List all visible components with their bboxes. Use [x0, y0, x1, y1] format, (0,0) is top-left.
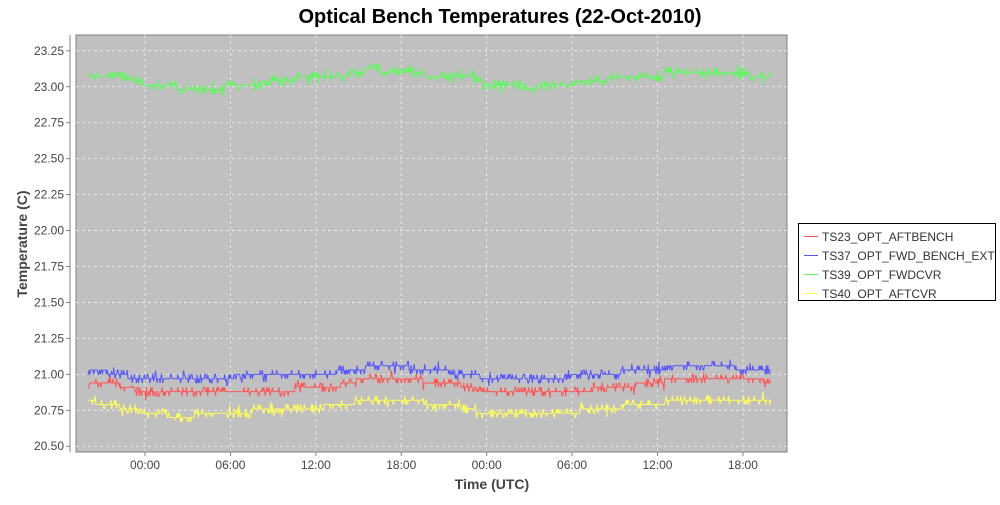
y-tick-label: 22.50 [34, 152, 64, 166]
legend-label: TS37_OPT_FWD_BENCH_EXT [822, 248, 995, 263]
x-axis-title: Time (UTC) [455, 476, 529, 492]
series-line-ts39_opt_fwdcvr [88, 63, 772, 96]
x-tick-label: 18:00 [386, 458, 416, 472]
y-tick-label: 23.00 [34, 80, 64, 94]
legend-swatch [804, 274, 818, 275]
y-tick-label: 21.50 [34, 295, 64, 309]
chart-title: Optical Bench Temperatures (22-Oct-2010) [298, 6, 701, 28]
legend-item: TS37_OPT_FWD_BENCH_EXT [799, 246, 995, 265]
x-tick-label: 00:00 [472, 458, 502, 472]
legend-swatch [804, 255, 818, 256]
y-tick-label: 22.75 [34, 116, 64, 130]
x-tick-label: 12:00 [642, 458, 672, 472]
x-tick-label: 06:00 [215, 458, 245, 472]
legend-swatch [804, 236, 818, 237]
legend-label: TS40_OPT_AFTCVR [822, 286, 937, 301]
x-tick-label: 00:00 [130, 458, 160, 472]
y-axis-title: Temperature (C) [14, 190, 30, 297]
series-line-ts37_opt_fwd_bench_ext [87, 359, 771, 387]
y-tick-label: 20.75 [34, 403, 64, 417]
x-tick-label: 06:00 [557, 458, 587, 472]
legend: TS23_OPT_AFTBENCH TS37_OPT_FWD_BENCH_EXT T… [798, 223, 996, 301]
y-tick-label: 23.25 [34, 44, 64, 58]
y-tick-label: 21.00 [34, 367, 64, 381]
y-tick-label: 21.75 [34, 260, 64, 274]
series-line-ts40_opt_aftcvr [88, 391, 772, 423]
y-tick-label: 21.25 [34, 331, 64, 345]
y-tick-label: 22.00 [34, 224, 64, 238]
legend-label: TS23_OPT_AFTBENCH [822, 229, 954, 244]
x-tick-label: 18:00 [728, 458, 758, 472]
legend-label: TS39_OPT_FWDCVR [822, 267, 942, 282]
legend-swatch [804, 293, 818, 294]
y-tick-label: 22.25 [34, 188, 64, 202]
legend-item: TS23_OPT_AFTBENCH [799, 227, 995, 246]
x-tick-label: 12:00 [301, 458, 331, 472]
legend-item: TS40_OPT_AFTCVR [799, 284, 995, 303]
series-line-ts23_opt_aftbench [87, 370, 771, 401]
y-tick-label: 20.50 [34, 439, 64, 453]
legend-item: TS39_OPT_FWDCVR [799, 265, 995, 284]
